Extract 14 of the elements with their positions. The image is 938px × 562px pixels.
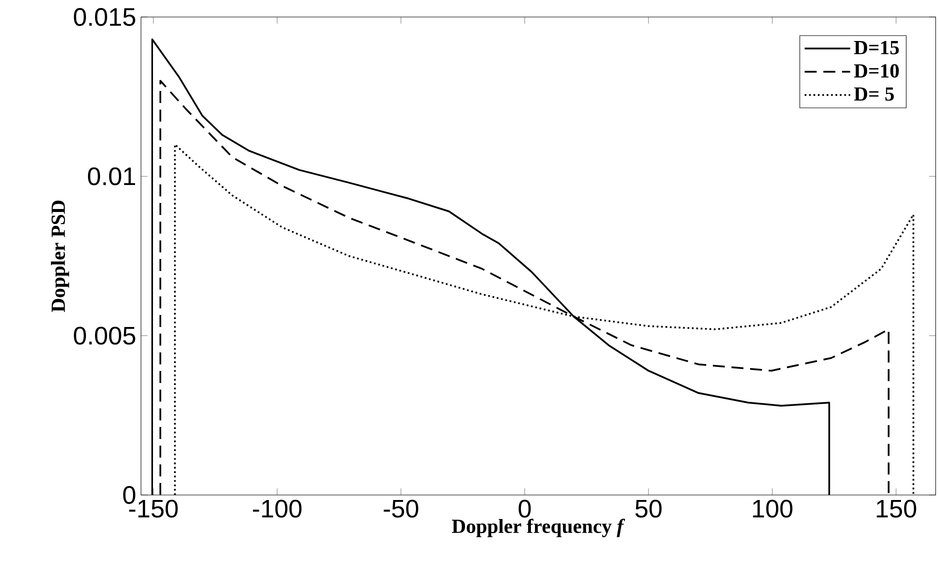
- x-tick-label: 150: [876, 500, 916, 518]
- y-tick-label: 0.01: [88, 167, 136, 186]
- x-tick-label: -100: [252, 500, 302, 518]
- legend-label: D=15: [854, 40, 899, 54]
- y-tick-label: 0.005: [74, 326, 136, 345]
- x-tick-label: 50: [635, 500, 662, 518]
- x-tick-label: -50: [384, 500, 418, 518]
- x-tick-label: 100: [753, 500, 792, 518]
- y-axis-title: Doppler PSD: [50, 200, 70, 312]
- y-tick-label: 0.015: [74, 8, 136, 26]
- x-axis-title: Doppler frequency f: [452, 518, 626, 538]
- legend-label: D=10: [854, 64, 899, 78]
- x-tick-label: 0: [518, 500, 531, 518]
- legend-label: D= 5: [854, 87, 894, 101]
